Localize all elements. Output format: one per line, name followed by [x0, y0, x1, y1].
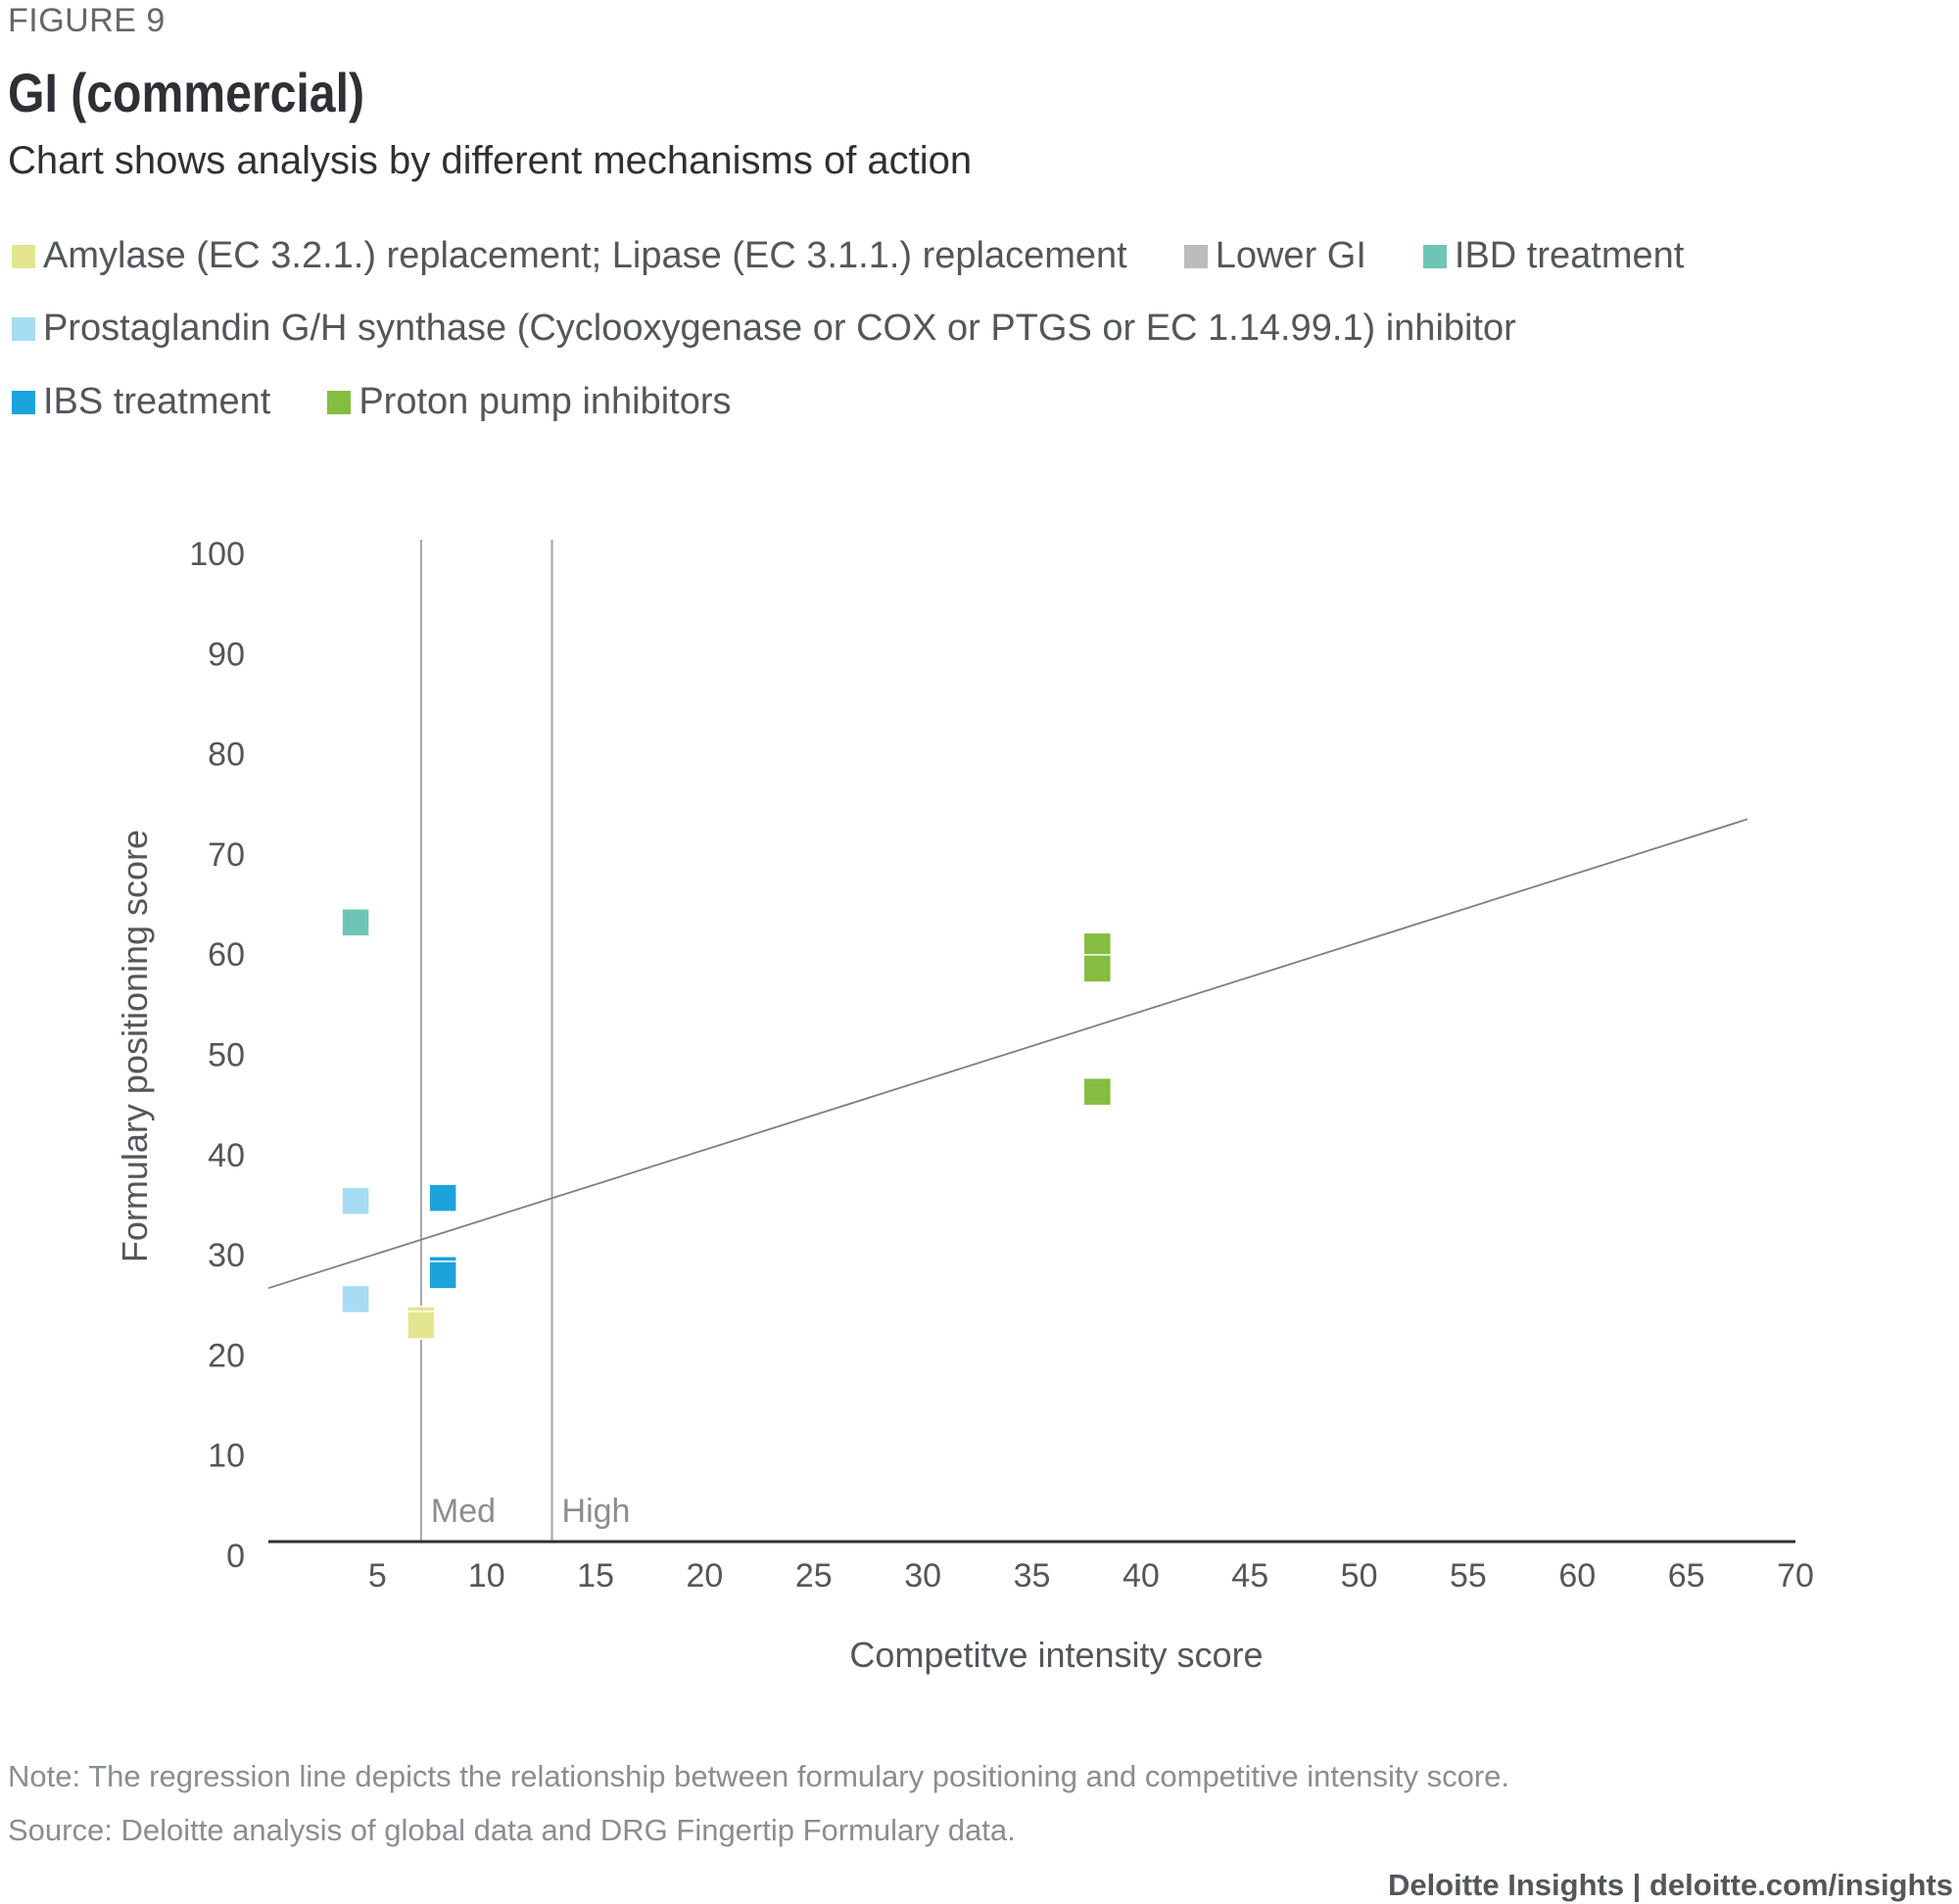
legend-label: Proton pump inhibitors: [358, 381, 732, 422]
legend-label: Lower GI: [1215, 235, 1366, 276]
data-point: [428, 1261, 457, 1290]
x-axis-title: Competitve intensity score: [849, 1635, 1263, 1675]
data-point: [341, 908, 370, 937]
x-tick-label: 10: [468, 1557, 505, 1595]
y-tick-label: 0: [226, 1538, 245, 1575]
legend-item-ibs: IBS treatment: [12, 381, 270, 423]
x-tick-label: 70: [1777, 1557, 1814, 1595]
regression-line: [267, 818, 1748, 1290]
data-point: [428, 1183, 457, 1213]
y-tick-label: 10: [208, 1438, 245, 1475]
x-tick-label: 35: [1014, 1557, 1051, 1595]
y-tick-label: 100: [189, 536, 245, 573]
legend-swatch-icon: [12, 316, 35, 341]
regression-line-group: [267, 818, 1748, 1290]
x-tick-label: 20: [687, 1557, 724, 1595]
data-point: [341, 1186, 370, 1215]
y-tick-label: 80: [208, 737, 245, 774]
legend-label: Prostaglandin G/H synthase (Cyclooxygena…: [43, 308, 1516, 349]
data-point: [406, 1310, 436, 1340]
legend-item-amylase: Amylase (EC 3.2.1.) replacement; Lipase …: [12, 235, 1127, 277]
y-tick-label: 90: [208, 636, 245, 673]
footer-credit: Deloitte Insights | deloitte.com/insight…: [1387, 1868, 1953, 1902]
x-tick-labels: 5 10 15 20 25 30 35 40 45 50 55 60 65 70: [368, 1557, 1814, 1595]
legend-swatch-icon: [12, 390, 35, 414]
reference-label-high: High: [562, 1493, 631, 1530]
legend-label: IBD treatment: [1454, 235, 1685, 276]
legend-label: Amylase (EC 3.2.1.) replacement; Lipase …: [43, 235, 1127, 276]
legend-item-lower-gi: Lower GI: [1183, 235, 1366, 277]
x-tick-label: 40: [1123, 1557, 1160, 1595]
data-points: [341, 908, 1113, 1340]
legend-row-2: Prostaglandin G/H synthase (Cyclooxygena…: [12, 308, 1573, 350]
chart-source: Source: Deloitte analysis of global data…: [8, 1813, 1016, 1847]
y-tick-label: 70: [208, 836, 245, 874]
x-tick-label: 55: [1450, 1557, 1487, 1595]
y-axis-title: Formulary positioning score: [115, 830, 155, 1262]
y-tick-label: 40: [208, 1137, 245, 1174]
legend-row-1: Amylase (EC 3.2.1.) replacement; Lipase …: [12, 235, 1741, 277]
figure-label: FIGURE 9: [8, 2, 166, 39]
data-point: [1082, 1076, 1113, 1107]
chart-subtitle: Chart shows analysis by different mechan…: [8, 139, 973, 182]
legend-item-ppi: Proton pump inhibitors: [327, 381, 732, 423]
chart-title: GI (commercial): [8, 62, 365, 123]
y-tick-label: 50: [208, 1037, 245, 1074]
y-tick-labels: 0 10 20 30 40 50 60 70 80 90 100: [189, 536, 245, 1575]
reference-lines: Med High: [419, 540, 631, 1542]
data-point: [341, 1284, 370, 1314]
x-tick-label: 25: [795, 1557, 833, 1595]
data-point: [1082, 954, 1113, 983]
legend-row-3: IBS treatment Proton pump inhibitors: [12, 381, 788, 423]
x-tick-label: 65: [1668, 1557, 1705, 1595]
legend-swatch-icon: [327, 390, 352, 414]
x-tick-label: 60: [1558, 1557, 1596, 1595]
legend-swatch-icon: [1183, 244, 1208, 268]
legend-item-ibd: IBD treatment: [1422, 235, 1685, 277]
legend-swatch-icon: [1422, 244, 1447, 268]
y-tick-label: 20: [208, 1337, 245, 1374]
x-tick-label: 50: [1341, 1557, 1378, 1595]
reference-label-med: Med: [431, 1493, 496, 1530]
x-tick-label: 5: [368, 1557, 387, 1595]
legend-swatch-icon: [12, 244, 35, 268]
x-tick-label: 15: [577, 1557, 614, 1595]
legend-item-prostaglandin: Prostaglandin G/H synthase (Cyclooxygena…: [12, 308, 1516, 350]
y-tick-label: 30: [208, 1237, 245, 1274]
x-tick-label: 45: [1231, 1557, 1268, 1595]
legend-label: IBS treatment: [43, 381, 271, 422]
y-tick-label: 60: [208, 936, 245, 974]
chart-note: Note: The regression line depicts the re…: [8, 1759, 1510, 1793]
x-tick-label: 30: [904, 1557, 941, 1595]
